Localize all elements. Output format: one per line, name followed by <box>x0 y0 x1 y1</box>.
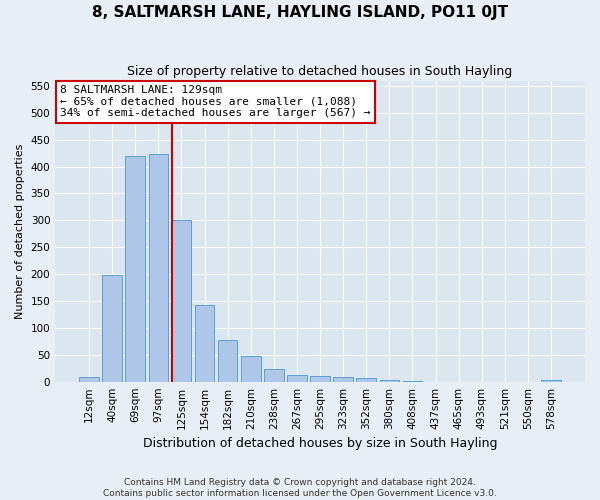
Bar <box>310 376 330 382</box>
Bar <box>218 340 238 382</box>
Bar <box>541 380 561 382</box>
X-axis label: Distribution of detached houses by size in South Hayling: Distribution of detached houses by size … <box>143 437 497 450</box>
Text: 8, SALTMARSH LANE, HAYLING ISLAND, PO11 0JT: 8, SALTMARSH LANE, HAYLING ISLAND, PO11 … <box>92 5 508 20</box>
Bar <box>79 378 99 382</box>
Bar <box>334 378 353 382</box>
Bar <box>125 156 145 382</box>
Title: Size of property relative to detached houses in South Hayling: Size of property relative to detached ho… <box>127 65 513 78</box>
Text: Contains HM Land Registry data © Crown copyright and database right 2024.
Contai: Contains HM Land Registry data © Crown c… <box>103 478 497 498</box>
Bar <box>172 220 191 382</box>
Text: 8 SALTMARSH LANE: 129sqm
← 65% of detached houses are smaller (1,088)
34% of sem: 8 SALTMARSH LANE: 129sqm ← 65% of detach… <box>61 85 371 118</box>
Bar <box>403 381 422 382</box>
Bar <box>103 275 122 382</box>
Bar <box>380 380 399 382</box>
Y-axis label: Number of detached properties: Number of detached properties <box>15 144 25 319</box>
Bar <box>264 369 284 382</box>
Bar <box>195 305 214 382</box>
Bar <box>356 378 376 382</box>
Bar <box>287 375 307 382</box>
Bar <box>149 154 168 382</box>
Bar <box>241 356 260 382</box>
